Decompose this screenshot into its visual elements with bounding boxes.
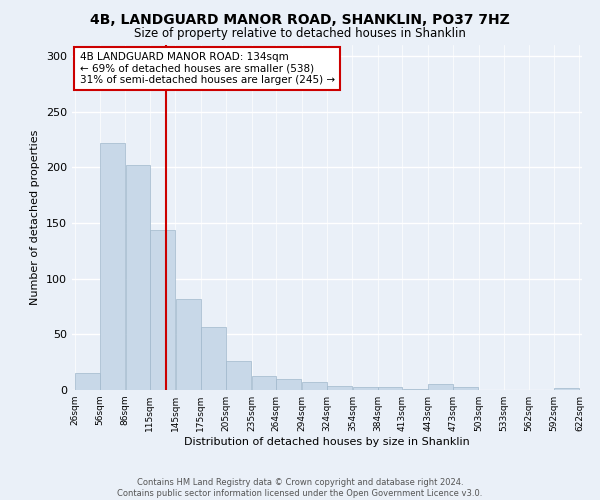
Bar <box>428 384 453 390</box>
Bar <box>226 361 251 390</box>
Bar <box>201 326 226 390</box>
Text: 4B, LANDGUARD MANOR ROAD, SHANKLIN, PO37 7HZ: 4B, LANDGUARD MANOR ROAD, SHANKLIN, PO37… <box>90 12 510 26</box>
Bar <box>75 374 100 390</box>
Bar <box>125 165 150 390</box>
Text: 4B LANDGUARD MANOR ROAD: 134sqm
← 69% of detached houses are smaller (538)
31% o: 4B LANDGUARD MANOR ROAD: 134sqm ← 69% of… <box>80 52 335 85</box>
Bar <box>353 386 377 390</box>
Bar <box>176 298 200 390</box>
Text: Size of property relative to detached houses in Shanklin: Size of property relative to detached ho… <box>134 28 466 40</box>
Bar <box>327 386 352 390</box>
Bar <box>378 386 402 390</box>
Bar <box>302 382 327 390</box>
Bar <box>454 386 478 390</box>
Bar <box>277 379 301 390</box>
Bar <box>554 388 579 390</box>
Bar <box>150 230 175 390</box>
Text: Contains HM Land Registry data © Crown copyright and database right 2024.
Contai: Contains HM Land Registry data © Crown c… <box>118 478 482 498</box>
Bar <box>252 376 276 390</box>
Bar <box>403 389 428 390</box>
X-axis label: Distribution of detached houses by size in Shanklin: Distribution of detached houses by size … <box>184 437 470 447</box>
Bar <box>100 143 125 390</box>
Y-axis label: Number of detached properties: Number of detached properties <box>31 130 40 305</box>
